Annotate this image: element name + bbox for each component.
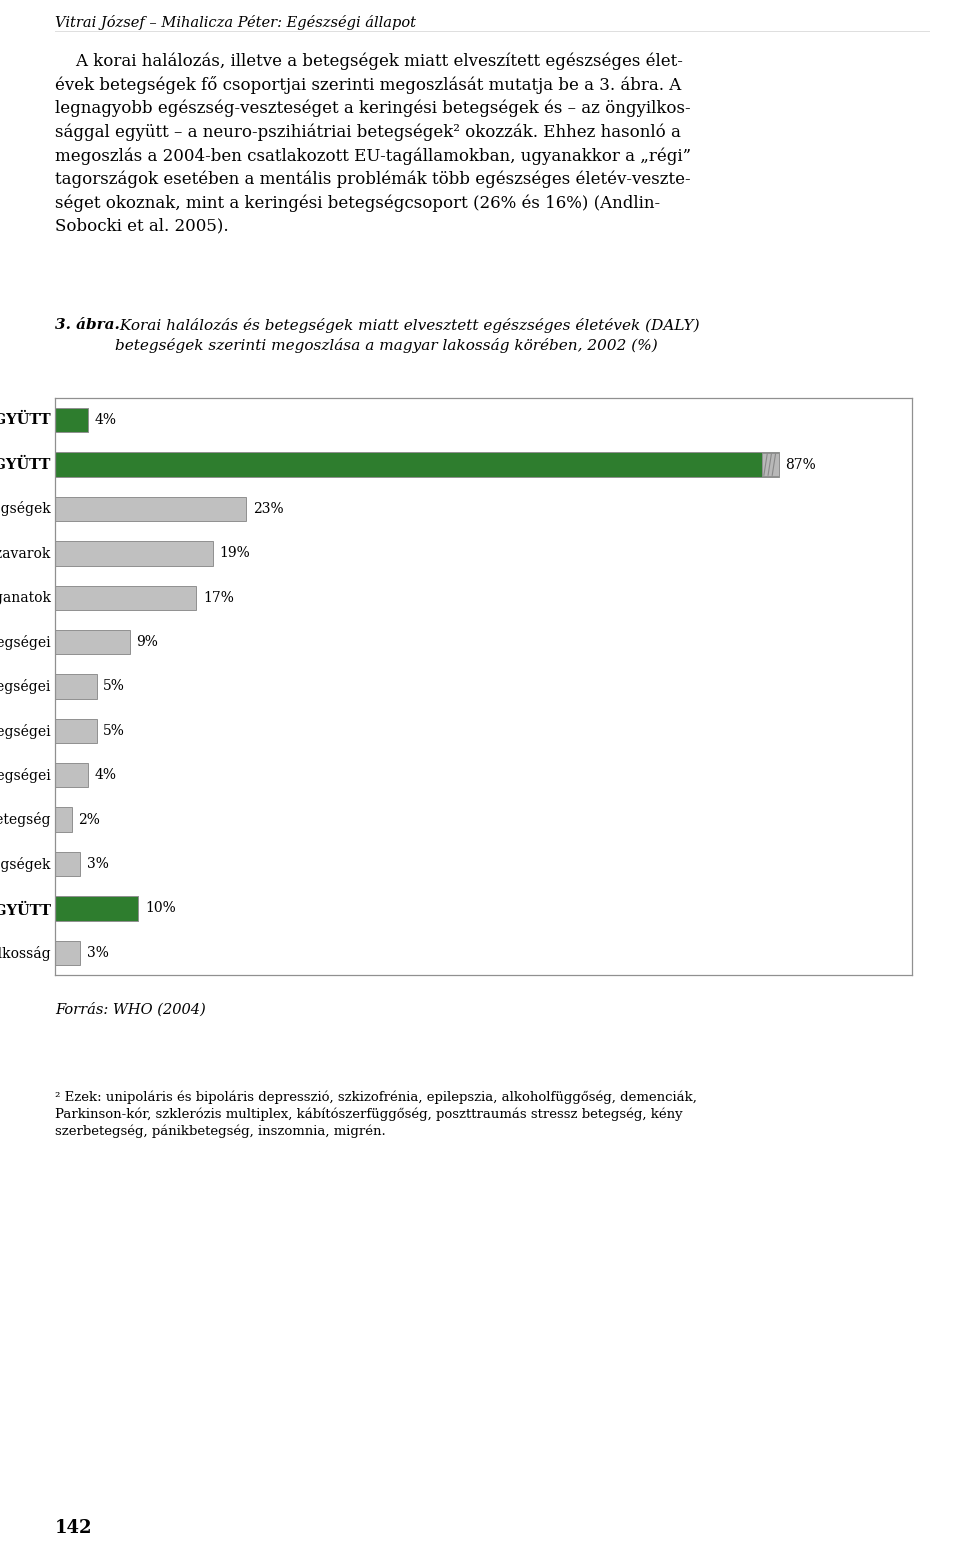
Text: Öngyilkosság: Öngyilkosság [0, 944, 51, 961]
Text: 10%: 10% [145, 901, 176, 916]
Text: 19%: 19% [220, 546, 251, 560]
Bar [55, 452, 779, 477]
Text: Korai halálozás és betegségek miatt elvesztett egészséges életévek (DALY)
betegs: Korai halálozás és betegségek miatt elve… [115, 318, 700, 352]
Text: Neuro-pszihiátriai zavarok: Neuro-pszihiátriai zavarok [0, 546, 51, 560]
Text: SÉRÜLÉSEK, MÉRGEZÉSEK EGYÜTT: SÉRÜLÉSEK, MÉRGEZÉSEK EGYÜTT [0, 900, 51, 917]
Text: Forrás: WHO (2004): Forrás: WHO (2004) [55, 1002, 205, 1016]
Text: 87%: 87% [785, 457, 816, 471]
Text: 9%: 9% [136, 635, 158, 649]
Bar [55, 851, 80, 876]
Bar [55, 718, 97, 743]
Text: Emésztőrendszer betegségei: Emésztőrendszer betegségei [0, 635, 51, 649]
Text: Izom- és vázrendszer betegségei: Izom- és vázrendszer betegségei [0, 679, 51, 693]
Text: Rosszindulatú daganatok: Rosszindulatú daganatok [0, 590, 51, 606]
Text: FERTŐZŐ BETEGSÉGEK EGYÜTT: FERTŐZŐ BETEGSÉGEK EGYÜTT [0, 413, 51, 427]
Text: Vitrai József – Mihalicza Péter: Egészségi állapot: Vitrai József – Mihalicza Péter: Egészsé… [55, 16, 416, 30]
Text: NEM-FERTŐZŐ BETEGSÉGEK EGYÜTT: NEM-FERTŐZŐ BETEGSÉGEK EGYÜTT [0, 457, 51, 471]
Text: 17%: 17% [204, 590, 234, 604]
Bar [55, 808, 72, 833]
Text: 3. ábra.: 3. ábra. [55, 318, 120, 332]
Text: Egyéb betegségek: Egyéb betegségek [0, 856, 51, 872]
Bar [55, 496, 247, 521]
Bar [55, 941, 80, 966]
Text: A korai halálozás, illetve a betegségek miatt elveszített egészséges élet-
évek : A korai halálozás, illetve a betegségek … [55, 52, 691, 235]
Bar [55, 408, 88, 432]
Bar [55, 585, 197, 610]
Text: Légzési rendszer betegségei: Légzési rendszer betegségei [0, 768, 51, 782]
Bar [55, 675, 97, 698]
Text: 23%: 23% [253, 502, 283, 516]
Text: Keringési betegségek: Keringési betegségek [0, 501, 51, 516]
Polygon shape [762, 452, 779, 476]
Text: 5%: 5% [104, 725, 125, 737]
Text: 4%: 4% [95, 768, 117, 782]
Text: 4%: 4% [95, 413, 117, 427]
Bar [55, 764, 88, 787]
Text: 2%: 2% [79, 812, 100, 826]
Text: 3%: 3% [86, 945, 108, 959]
Text: Érzékelési rendszer betegségei: Érzékelési rendszer betegségei [0, 723, 51, 739]
Bar [55, 897, 138, 920]
Text: 3%: 3% [86, 858, 108, 872]
Text: 142: 142 [55, 1518, 92, 1537]
Text: 5%: 5% [104, 679, 125, 693]
Text: Cukorbetegség: Cukorbetegség [0, 812, 51, 828]
Bar [55, 541, 213, 565]
Text: ² Ezek: unipoláris és bipoláris depresszió, szkizofrénia, epilepszia, alkoholfüg: ² Ezek: unipoláris és bipoláris depressz… [55, 1089, 697, 1138]
Bar [55, 629, 130, 654]
